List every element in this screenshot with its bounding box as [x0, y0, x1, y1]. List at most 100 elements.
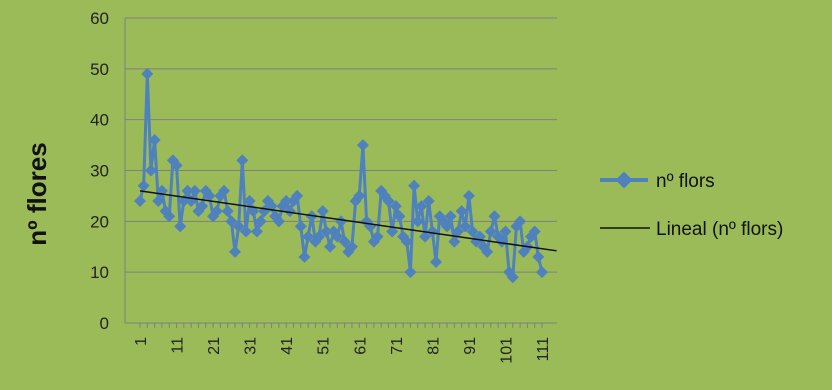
data-point: [444, 210, 457, 223]
data-point: [459, 220, 472, 233]
data-point: [536, 266, 548, 279]
data-point: [302, 230, 315, 243]
data-point: [345, 240, 358, 253]
trendline: [139, 190, 557, 252]
data-point: [331, 230, 344, 243]
data-point: [291, 189, 304, 202]
data-point: [283, 205, 296, 218]
data-point: [298, 250, 311, 263]
data-point: [338, 235, 351, 248]
data-point: [174, 220, 187, 233]
y-tick-label-60: 60: [90, 9, 109, 28]
y-tick-label-40: 40: [90, 111, 109, 130]
data-point: [148, 134, 161, 146]
legend-label-trendline: Lineal (nº flors): [656, 219, 783, 240]
data-point: [203, 189, 216, 202]
data-point: [144, 164, 157, 177]
x-tick-label-101: 101: [498, 337, 515, 364]
data-point: [528, 225, 541, 238]
data-point: [353, 189, 366, 202]
data-point: [448, 235, 461, 248]
x-tick-label-11: 11: [170, 337, 187, 354]
x-tick-label-111: 111: [535, 337, 552, 361]
y-tick-label-0: 0: [100, 314, 109, 333]
data-point: [400, 235, 413, 248]
data-point: [484, 225, 497, 238]
data-point: [481, 245, 494, 258]
data-point: [499, 225, 512, 238]
data-point: [440, 220, 453, 233]
legend-item-series: nº flors: [600, 171, 715, 192]
data-point: [404, 266, 417, 279]
data-point: [389, 200, 402, 213]
data-point: [488, 210, 501, 223]
y-tick-label-50: 50: [90, 60, 109, 79]
data-point: [218, 184, 231, 197]
data-point: [254, 215, 267, 228]
series-layer: [134, 67, 557, 284]
y-axis-label: nº flores: [22, 142, 52, 245]
legend-marker-series: [615, 171, 633, 189]
data-point: [382, 195, 395, 207]
y-tick-label-10: 10: [90, 263, 109, 282]
data-point: [188, 184, 201, 197]
data-point: [239, 225, 252, 238]
data-point: [137, 179, 150, 192]
data-point: [232, 220, 245, 233]
data-point: [422, 195, 435, 207]
data-point: [141, 67, 154, 80]
data-point: [316, 205, 329, 218]
data-point: [221, 205, 234, 218]
legend-label-series: nº flors: [656, 171, 715, 192]
data-point: [196, 200, 209, 213]
y-axis-ticks: 0 10 20 30 40 50 60: [90, 9, 109, 333]
x-tick-label-91: 91: [462, 337, 479, 355]
data-point: [411, 215, 424, 228]
data-point: [335, 215, 347, 228]
data-point: [324, 240, 337, 253]
data-point: [247, 205, 260, 218]
data-point: [506, 271, 519, 284]
data-point: [181, 184, 194, 197]
data-point: [393, 210, 406, 223]
gridlines: [125, 17, 557, 324]
data-point: [170, 159, 183, 172]
y-tick-label-30: 30: [90, 162, 109, 181]
y-tick-label-20: 20: [90, 212, 109, 231]
data-point: [134, 195, 146, 207]
x-tick-label-81: 81: [425, 337, 442, 355]
x-tick-label-71: 71: [389, 337, 406, 355]
data-point: [210, 205, 223, 218]
data-point: [430, 256, 443, 268]
data-point: [386, 225, 399, 238]
data-point: [408, 179, 421, 192]
x-tick-label-61: 61: [352, 337, 369, 355]
data-point: [243, 195, 256, 207]
x-tick-label-21: 21: [206, 337, 223, 355]
legend: nº flors Lineal (nº flors): [600, 171, 783, 240]
data-point: [313, 230, 326, 243]
data-point: [532, 250, 545, 263]
x-axis-ticks: 1 11 21 31 41 51 61 71 81 91 101 111: [133, 323, 552, 364]
data-point: [280, 195, 293, 207]
data-point: [272, 215, 285, 228]
x-tick-label-51: 51: [316, 337, 333, 355]
data-point: [320, 225, 333, 238]
data-point: [426, 225, 439, 238]
data-point: [495, 235, 508, 248]
data-point: [415, 200, 428, 213]
data-point: [514, 215, 527, 228]
x-tick-label-41: 41: [279, 337, 296, 355]
data-point: [225, 215, 238, 228]
data-point: [455, 205, 468, 218]
data-point: [250, 225, 263, 238]
data-point: [419, 230, 432, 243]
data-point: [229, 245, 242, 258]
x-tick-label-31: 31: [243, 337, 260, 355]
data-point: [294, 220, 307, 233]
data-point: [466, 225, 479, 238]
data-point: [451, 225, 464, 238]
axes: [124, 18, 557, 324]
data-point: [236, 154, 249, 167]
